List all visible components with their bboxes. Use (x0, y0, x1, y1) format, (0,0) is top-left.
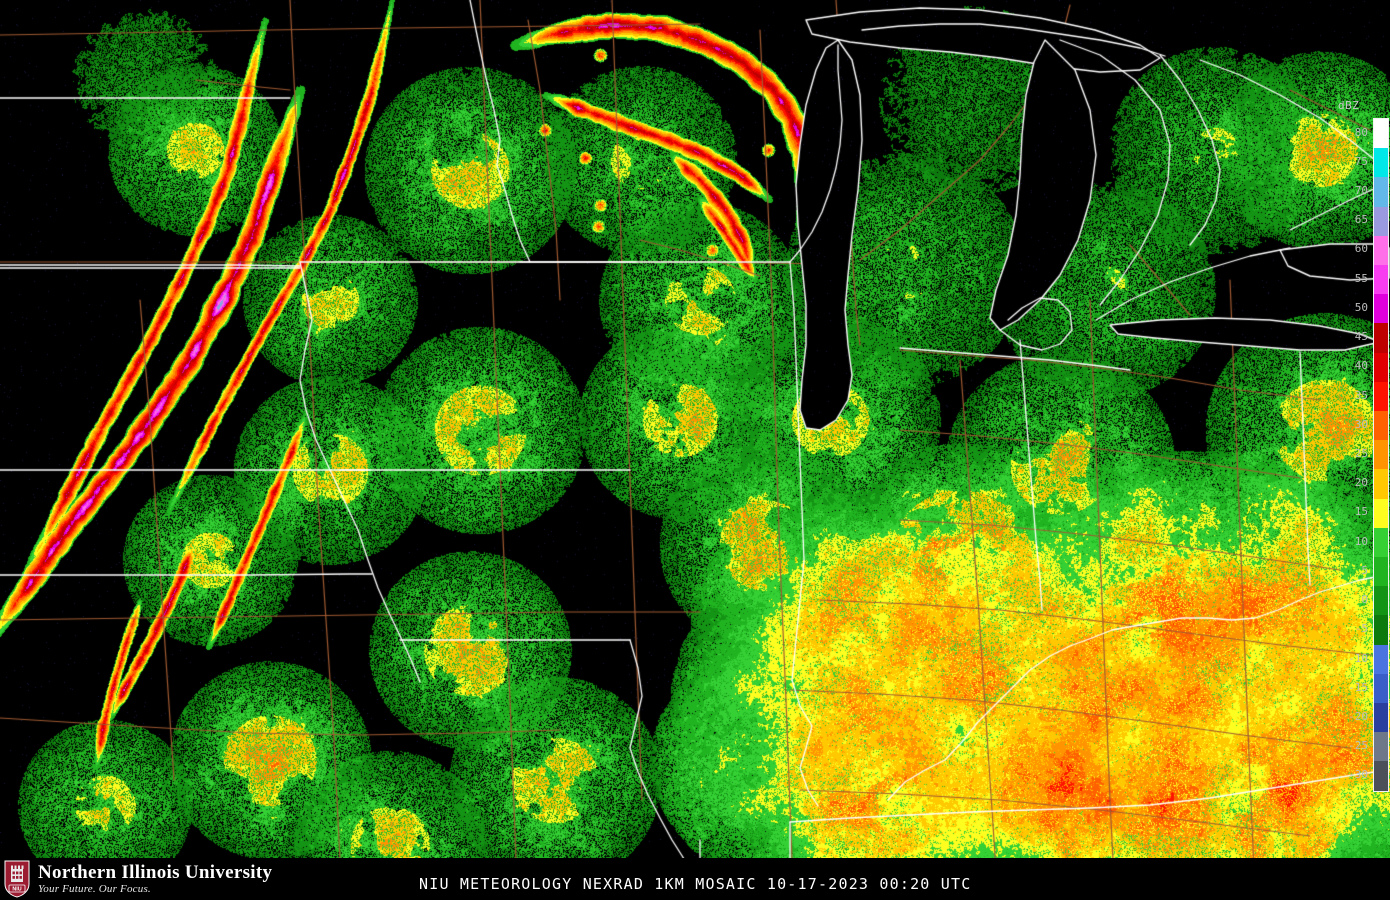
colorbar-swatch (1374, 294, 1388, 324)
colorbar-swatch (1374, 206, 1388, 236)
colorbar-swatch (1374, 440, 1388, 470)
colorbar-tick-label: 55 (1354, 271, 1368, 285)
colorbar-swatch (1374, 498, 1388, 528)
colorbar-title: dBZ (1338, 99, 1360, 112)
colorbar-tick-label: -20 (1348, 709, 1368, 723)
colorbar-swatch (1374, 352, 1388, 382)
colorbar-tick-label: 20 (1354, 476, 1368, 490)
colorbar-swatch (1374, 586, 1388, 616)
colorbar-swatch (1374, 469, 1388, 499)
colorbar-swatch (1374, 265, 1388, 295)
colorbar-swatch (1374, 673, 1388, 704)
colorbar-tick-label: 50 (1354, 300, 1368, 314)
colorbar-swatch (1374, 411, 1388, 441)
colorbar-swatch (1374, 235, 1388, 266)
colorbar-swatch (1374, 381, 1388, 412)
university-tagline: Your Future. Our Focus. (38, 882, 151, 895)
colorbar-tick-label: 75 (1354, 154, 1368, 168)
colorbar-swatch (1374, 119, 1388, 149)
colorbar-swatch (1374, 177, 1388, 207)
colorbar-tick-label: 15 (1354, 505, 1368, 519)
colorbar-tick-label: 80 (1354, 125, 1368, 139)
colorbar-tick-label: -25 (1348, 739, 1368, 753)
reflectivity-colorbar (1373, 118, 1389, 792)
colorbar-swatch (1374, 732, 1388, 762)
colorbar-tick-label: 70 (1354, 184, 1368, 198)
colorbar-tick-label: 10 (1354, 534, 1368, 548)
niu-logo: NIU Northern Illinois University Your Fu… (0, 858, 272, 900)
colorbar-tick-label: 60 (1354, 242, 1368, 256)
colorbar-tick-label: 30 (1354, 417, 1368, 431)
colorbar-swatch (1374, 527, 1388, 558)
colorbar-swatch (1374, 615, 1388, 645)
colorbar-tick-label: 45 (1354, 330, 1368, 344)
colorbar-tick-label: 65 (1354, 213, 1368, 227)
colorbar-swatch (1374, 761, 1388, 791)
colorbar-swatch (1374, 323, 1388, 353)
colorbar-tick-label: 35 (1354, 388, 1368, 402)
niu-shield-label: NIU (12, 886, 21, 892)
colorbar-tick-label: -30 (1348, 768, 1368, 782)
colorbar-swatch (1374, 148, 1388, 178)
university-name: Northern Illinois University (38, 861, 273, 883)
colorbar-tick-label: 5 (1361, 563, 1368, 577)
colorbar-tick-label: -15 (1348, 680, 1368, 694)
colorbar-tick-label: -10 (1348, 651, 1368, 665)
colorbar-tick-label: -5 (1354, 622, 1368, 636)
niu-shield-icon: NIU (4, 860, 30, 898)
colorbar-tick-label: 0 (1361, 593, 1368, 607)
colorbar-tick-label: 25 (1354, 447, 1368, 460)
colorbar-swatch (1374, 703, 1388, 733)
colorbar-tick-label: 40 (1354, 359, 1368, 373)
colorbar-swatch (1374, 644, 1388, 674)
product-caption: NIU METEOROLOGY NEXRAD 1KM MOSAIC 10-17-… (419, 875, 972, 893)
footer-banner: NIU Northern Illinois University Your Fu… (0, 858, 1390, 900)
colorbar-swatch (1374, 557, 1388, 587)
